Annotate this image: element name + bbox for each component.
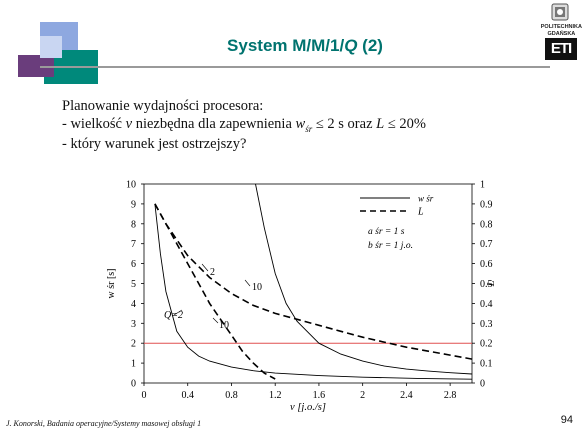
- bullet-text: ≤ 2 s oraz: [312, 116, 377, 132]
- intro-text: Planowanie wydajności procesora:: [62, 98, 264, 114]
- curve-annotation: 10: [219, 320, 229, 331]
- y-right-axis-label: L: [486, 280, 497, 287]
- series-line-w: [154, 203, 473, 380]
- series-line-w: [255, 183, 473, 375]
- annotation-leader: [244, 279, 251, 287]
- x-tick-label: 0.4: [181, 390, 194, 401]
- y-right-tick-label: 0.1: [480, 359, 493, 370]
- y-right-tick-label: 1: [480, 180, 485, 191]
- annotation-leader: [212, 317, 219, 324]
- logo-caption-line: GDAŃSKA: [547, 30, 576, 37]
- x-tick-label: 1.2: [269, 390, 282, 401]
- var-w-sub: śr: [305, 123, 313, 134]
- var-w: w: [295, 116, 306, 132]
- y-right-tick-label: 0.5: [480, 279, 493, 290]
- logo-letters: ETI: [545, 38, 577, 60]
- x-tick-label: 2.4: [400, 390, 413, 401]
- curve-annotation: Q=2: [164, 310, 183, 321]
- annotation-leader: [201, 263, 209, 272]
- y-left-tick-label: 10: [126, 180, 136, 191]
- y-right-tick-label: 0.2: [480, 339, 493, 350]
- title-text: System M/M/1/: [227, 36, 345, 55]
- curve-annotation: 2: [210, 267, 215, 278]
- y-right-tick-label: 0: [480, 379, 485, 390]
- y-left-tick-label: 1: [131, 359, 136, 370]
- bullet-condition: - wielkość v niezbędna dla zapewnienia w…: [62, 116, 426, 134]
- decor-square-purple: [18, 55, 54, 77]
- y-left-tick-label: 0: [131, 379, 136, 390]
- param-b: b śr = 1 j.o.: [368, 241, 413, 251]
- legend-label-w: w śr: [418, 194, 434, 204]
- y-right-tick-label: 0.8: [480, 219, 493, 230]
- curve-annotation: 10: [252, 282, 262, 293]
- y-right-tick-label: 0.7: [480, 239, 493, 250]
- series-line-L: [154, 203, 276, 380]
- title-italic: Q: [344, 36, 358, 55]
- bullet-text: - wielkość: [62, 116, 126, 132]
- y-left-tick-label: 2: [131, 339, 136, 350]
- y-left-tick-label: 7: [131, 239, 136, 250]
- param-a: a śr = 1 s: [368, 227, 405, 237]
- wait-time-chart: 01234567891000.10.20.30.40.50.60.70.80.9…: [106, 180, 497, 413]
- x-tick-label: 2: [360, 390, 365, 401]
- series-line-L: [154, 203, 473, 360]
- x-tick-label: 0: [142, 390, 147, 401]
- annotation-leader: [173, 309, 183, 316]
- y-left-axis-label: w śr [s]: [106, 269, 117, 299]
- legend-label-l: L: [417, 207, 424, 218]
- slide-title: System M/M/1/Q (2): [140, 36, 470, 56]
- university-logo: POLITECHNIKA GDAŃSKA ETI: [539, 2, 582, 62]
- bullet-text: ≤ 20%: [384, 116, 427, 132]
- y-left-tick-label: 8: [131, 219, 136, 230]
- y-left-tick-label: 9: [131, 199, 136, 210]
- y-right-tick-label: 0.9: [480, 199, 493, 210]
- y-right-tick-label: 0.4: [480, 299, 493, 310]
- x-tick-label: 1.6: [313, 390, 326, 401]
- y-left-tick-label: 5: [131, 279, 136, 290]
- y-left-tick-label: 4: [131, 299, 136, 310]
- decor-square-light: [40, 36, 62, 58]
- logo-caption-line: POLITECHNIKA: [540, 24, 582, 30]
- logo-caption: POLITECHNIKA GDAŃSKA: [541, 24, 582, 37]
- y-left-tick-label: 3: [131, 319, 136, 330]
- title-suffix: (2): [357, 36, 383, 55]
- bullet-text: niezbędna dla zapewnienia: [132, 116, 296, 132]
- footer-text: J. Konorski, Badania operacyjne/Systemy …: [6, 419, 202, 428]
- x-tick-label: 2.8: [444, 390, 457, 401]
- x-tick-label: 0.8: [225, 390, 238, 401]
- page-number: 94: [560, 414, 573, 426]
- title-rule: [40, 66, 550, 68]
- bullet-question: - który warunek jest ostrzejszy?: [62, 136, 247, 152]
- y-right-tick-label: 0.6: [480, 259, 493, 270]
- x-axis-label: v [j.o./s]: [290, 402, 326, 412]
- var-v: v: [125, 116, 133, 132]
- var-l: L: [376, 116, 385, 132]
- crest-icon: [551, 3, 569, 21]
- y-right-tick-label: 0.3: [480, 319, 493, 330]
- y-left-tick-label: 6: [131, 259, 136, 270]
